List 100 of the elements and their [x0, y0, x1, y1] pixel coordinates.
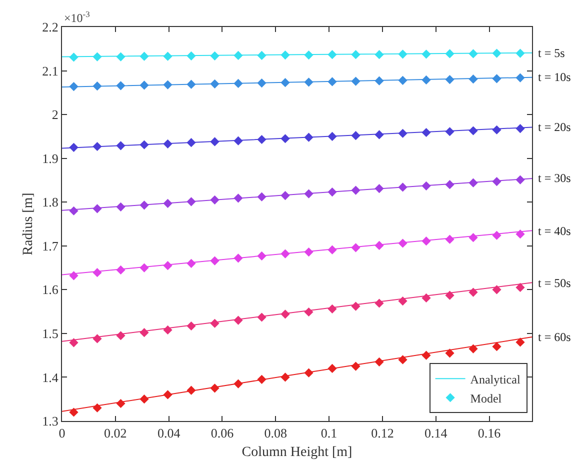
point	[398, 76, 408, 85]
point	[186, 138, 196, 148]
x-tick-label: 0.12	[371, 426, 394, 441]
point	[492, 176, 502, 186]
x-tick-label: 0.14	[424, 426, 448, 441]
point	[398, 50, 408, 59]
y-tick-label: 1.7	[42, 238, 59, 254]
point	[492, 125, 502, 134]
point	[163, 52, 172, 61]
point	[422, 128, 431, 138]
point	[422, 181, 431, 190]
point	[280, 310, 290, 319]
point	[328, 132, 337, 141]
text: t = 30s	[538, 171, 572, 185]
y-tick-label: 2.1	[42, 63, 58, 78]
point	[163, 139, 172, 148]
point	[328, 187, 337, 197]
point	[374, 357, 384, 366]
point	[69, 82, 78, 92]
point	[351, 131, 360, 140]
point	[92, 82, 102, 91]
point	[492, 74, 502, 84]
point	[140, 52, 149, 61]
point	[234, 50, 243, 60]
point	[186, 386, 196, 395]
point	[351, 186, 360, 195]
point	[210, 256, 220, 266]
point	[374, 76, 384, 86]
point	[328, 245, 337, 254]
point	[163, 261, 172, 270]
point	[257, 192, 266, 202]
point	[163, 198, 172, 208]
point	[398, 238, 408, 248]
point	[445, 348, 454, 358]
point	[116, 331, 126, 340]
point	[304, 132, 314, 142]
point	[116, 265, 126, 275]
point	[351, 362, 360, 371]
point	[304, 50, 314, 60]
point	[374, 298, 384, 308]
point	[445, 127, 454, 136]
y-tick-label: 1.6	[42, 282, 59, 298]
point	[257, 134, 266, 144]
x-tick-label: 0.16	[478, 426, 502, 441]
text: t = 5s	[538, 46, 566, 60]
point	[492, 342, 502, 352]
y-tick-label: 2	[52, 107, 58, 122]
point	[140, 328, 149, 338]
point	[468, 344, 478, 354]
x-tick-label: 0.06	[210, 426, 234, 441]
point	[468, 288, 478, 297]
point	[163, 80, 172, 90]
point	[328, 77, 337, 86]
point	[304, 368, 314, 378]
point	[116, 52, 126, 62]
point	[116, 398, 126, 408]
point	[92, 334, 102, 344]
point	[374, 50, 384, 60]
y-tick-label: 1.5	[42, 326, 58, 341]
point	[257, 50, 266, 60]
point	[304, 307, 314, 317]
point	[398, 182, 408, 192]
point	[186, 80, 196, 89]
point	[516, 338, 525, 347]
point	[374, 240, 384, 250]
point	[210, 195, 220, 204]
point	[280, 372, 290, 382]
point	[516, 282, 525, 292]
point	[69, 338, 78, 348]
point	[468, 178, 478, 188]
point	[69, 206, 78, 216]
point	[445, 234, 454, 244]
point	[210, 79, 220, 88]
text: t = 20s	[538, 120, 572, 134]
point	[234, 316, 243, 325]
point	[69, 271, 78, 280]
point	[422, 350, 431, 360]
point	[516, 73, 525, 82]
point	[328, 364, 337, 374]
point	[516, 230, 525, 239]
point	[280, 78, 290, 88]
point	[328, 50, 337, 60]
x-axis-title: Column Height [m]	[242, 444, 352, 460]
point	[140, 394, 149, 404]
point	[234, 136, 243, 146]
point	[374, 184, 384, 194]
point	[92, 204, 102, 214]
point	[257, 374, 266, 384]
point	[140, 80, 149, 90]
point	[468, 126, 478, 136]
point	[116, 141, 126, 150]
point	[210, 51, 220, 60]
point	[445, 49, 454, 58]
legend-label: Model	[470, 391, 502, 406]
point	[492, 230, 502, 240]
text: t = 40s	[538, 224, 572, 238]
text: ×10$^{-3}$	[64, 10, 90, 26]
point	[69, 408, 78, 417]
y-tick-label: 2.2	[42, 20, 58, 35]
point	[257, 251, 266, 261]
